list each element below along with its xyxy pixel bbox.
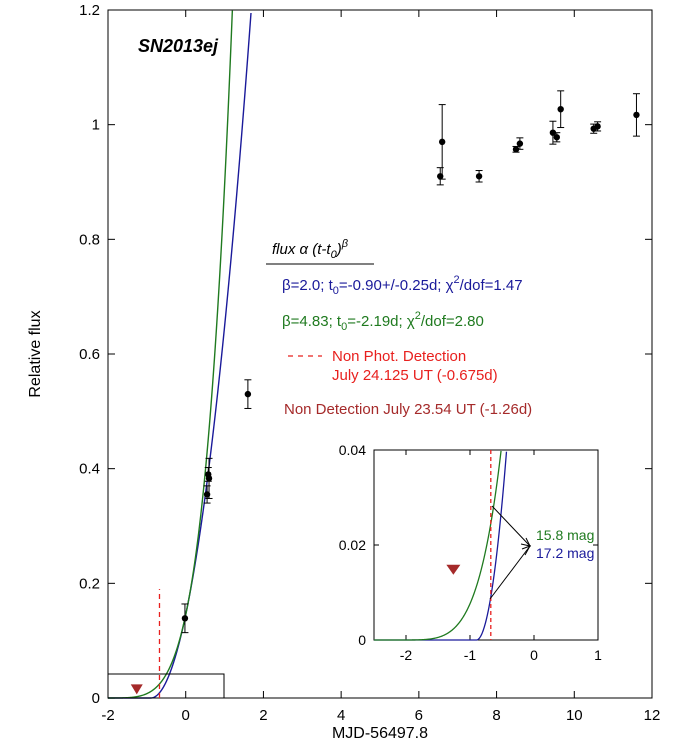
y-tick-label: 0.2 [79,575,100,592]
inset-mag-green: 15.8 mag [536,527,594,543]
data-point [244,390,252,398]
data-point [438,138,446,146]
arrow-line-green [491,505,531,547]
data-point [512,146,520,153]
x-tick-label: 4 [337,707,345,724]
non-phot-label-2: July 24.125 UT (-0.675d) [332,367,498,384]
inset-mag-blue: 17.2 mag [536,545,594,561]
inset-green-fit-curve [374,450,502,641]
zoom-box [107,673,225,699]
data-point [594,123,601,130]
y-axis-label: Relative flux [27,310,44,397]
x-tick-label: 0 [182,707,190,724]
formula-label: flux α (t-t0)β [272,238,349,261]
x-tick-label: 8 [492,707,500,724]
y-tick-label: 0.8 [79,231,100,248]
non-detection-label: Non Detection July 23.54 UT (-1.26d) [284,401,532,418]
data-point [553,134,560,141]
inset-x-tick-label: -2 [400,647,413,663]
inset-arrows [489,505,532,600]
chart-title: SN2013ej [138,36,219,56]
inset-non-detection-marker [446,564,461,575]
arrow-line-blue [489,545,531,600]
fit2-label: β=4.83; t0=-2.19d; χ2/dof=2.80 [282,310,484,333]
x-tick-label: 10 [566,707,583,724]
y-tick-label: 1 [92,117,100,134]
inset-y-tick-label: 0.04 [339,442,366,458]
fit1-label: β=2.0; t0=-0.90+/-0.25d; χ2/dof=1.47 [282,274,523,297]
data-point [181,615,189,622]
data-point [557,105,564,113]
data-point [549,129,557,136]
x-tick-label: 12 [644,707,661,724]
inset-x-tick-label: 0 [530,647,538,663]
data-point [633,111,640,119]
main-data-points [181,90,640,634]
x-tick-label: 2 [259,707,267,724]
x-tick-label: 6 [415,707,423,724]
non-phot-label-1: Non Phot. Detection [332,348,466,365]
inset-frame [373,449,599,641]
inset-x-tick-label: -1 [464,647,477,663]
arrow-head-left [521,545,532,556]
main-fit-curves [108,10,252,699]
blue-fit-curve [108,12,252,699]
green-fit-curve [108,10,234,699]
inset-y-tick-label: 0 [358,632,366,648]
x-axis-label: MJD-56497.8 [332,725,428,742]
data-point [205,475,213,482]
inset-axis-ticks: -2 -1 0 1 0 0.02 0.04 [339,442,602,663]
inset-x-tick-label: 1 [594,647,602,663]
y-tick-label: 0.4 [79,461,100,478]
inset-y-tick-label: 0.02 [339,537,366,553]
non-detection-marker [130,684,143,695]
y-tick-label: 1.2 [79,2,100,19]
y-tick-label: 0 [92,690,100,707]
x-tick-label: -2 [101,707,114,724]
data-point [475,173,483,180]
y-tick-label: 0.6 [79,346,100,363]
data-point [516,140,524,147]
inset-fit-curves [374,450,508,641]
